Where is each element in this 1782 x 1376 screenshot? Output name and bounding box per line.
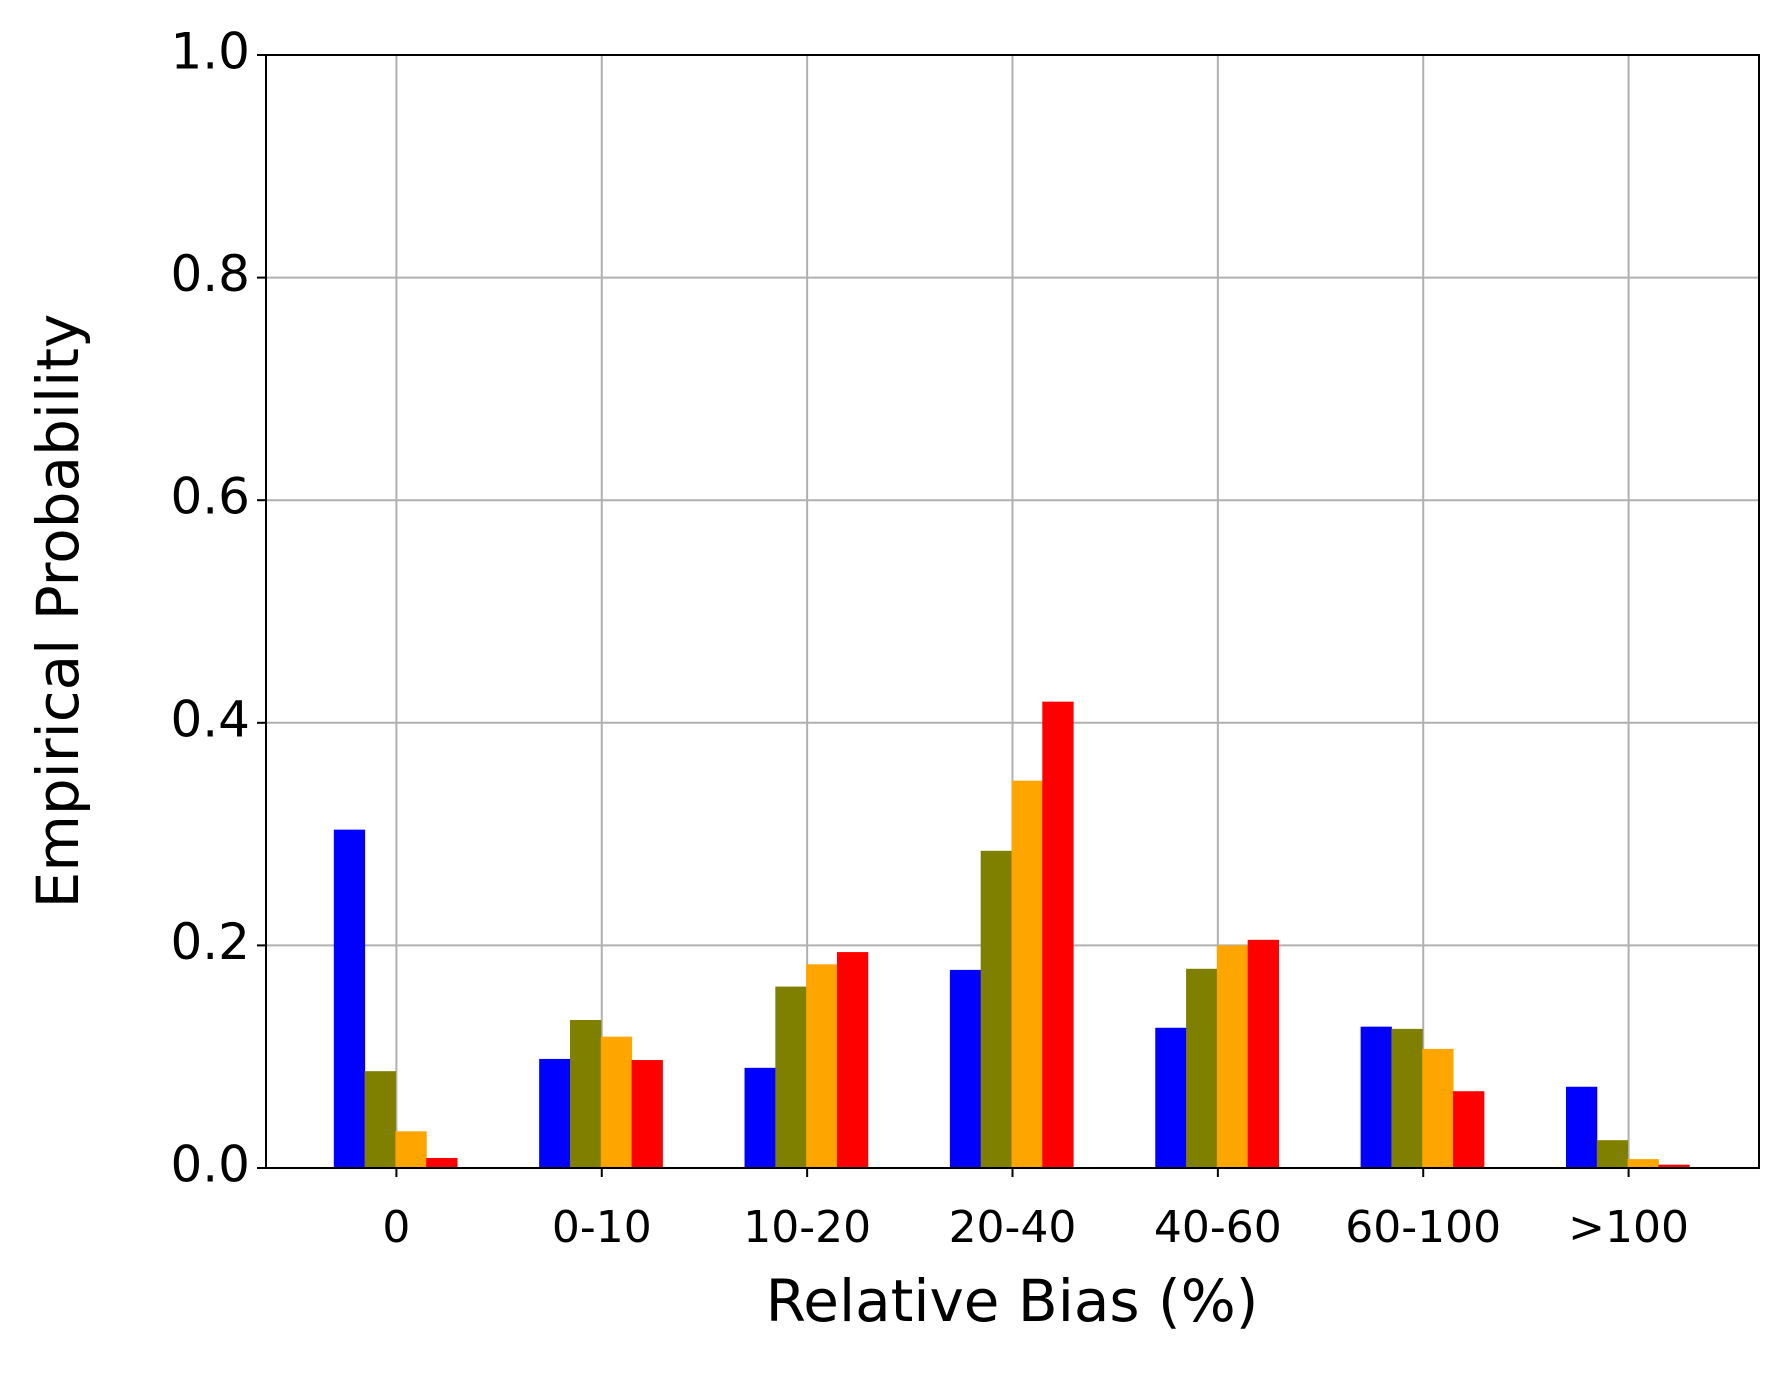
x-tick-label: 60-100: [1345, 1202, 1501, 1253]
bar: [1155, 1027, 1187, 1168]
bar: [1596, 1140, 1629, 1168]
bar: [395, 1131, 427, 1168]
bar: [426, 1157, 458, 1168]
y-tick-label: 0.0: [170, 1136, 250, 1194]
x-tick-label: 10-20: [743, 1202, 871, 1253]
layer: 0.0 0.2 0.4 0.6 0.8 1.0 0 0-10 10-20 20-40 40-60 60…: [170, 23, 1760, 1253]
bar: [1422, 1048, 1454, 1168]
y-tick-label: 1.0: [170, 23, 250, 81]
bar: [744, 1067, 776, 1168]
layer: [333, 701, 1690, 1168]
y-tick-label: 0.8: [170, 245, 250, 303]
bar: [1216, 945, 1249, 1168]
bar: [364, 1071, 396, 1168]
bar: [1186, 968, 1218, 1168]
bar: [949, 969, 982, 1168]
bar: [836, 952, 869, 1168]
bar: [569, 1019, 602, 1168]
x-tick-label: 20-40: [949, 1202, 1077, 1253]
bar: [1658, 1164, 1690, 1168]
bar: [1042, 701, 1074, 1168]
bar: [1360, 1026, 1392, 1168]
bar: [631, 1060, 663, 1168]
y-tick-label: 0.2: [170, 913, 250, 971]
y-axis-label: Empirical Probability: [24, 314, 92, 909]
bar: [980, 850, 1012, 1168]
x-tick-label: 0: [382, 1202, 410, 1253]
y-tick-label: 0.4: [170, 690, 250, 748]
x-axis-label: Relative Bias (%): [766, 1267, 1259, 1335]
x-tick-label: 0-10: [552, 1202, 652, 1253]
bar: [1011, 780, 1043, 1168]
plot-frame: [265, 54, 1760, 1169]
bar: [806, 964, 838, 1168]
bar: [333, 829, 366, 1168]
bar: [1565, 1086, 1598, 1168]
x-tick-label: 40-60: [1154, 1202, 1282, 1253]
bar: [1453, 1091, 1485, 1168]
bar: [1391, 1028, 1423, 1168]
bar: [1627, 1159, 1659, 1168]
bar: [775, 986, 807, 1168]
bar: [1247, 939, 1279, 1168]
x-tick-label: >100: [1568, 1202, 1689, 1253]
bar: [600, 1036, 633, 1168]
y-tick-label: 0.6: [170, 468, 250, 526]
bar: [539, 1058, 571, 1168]
